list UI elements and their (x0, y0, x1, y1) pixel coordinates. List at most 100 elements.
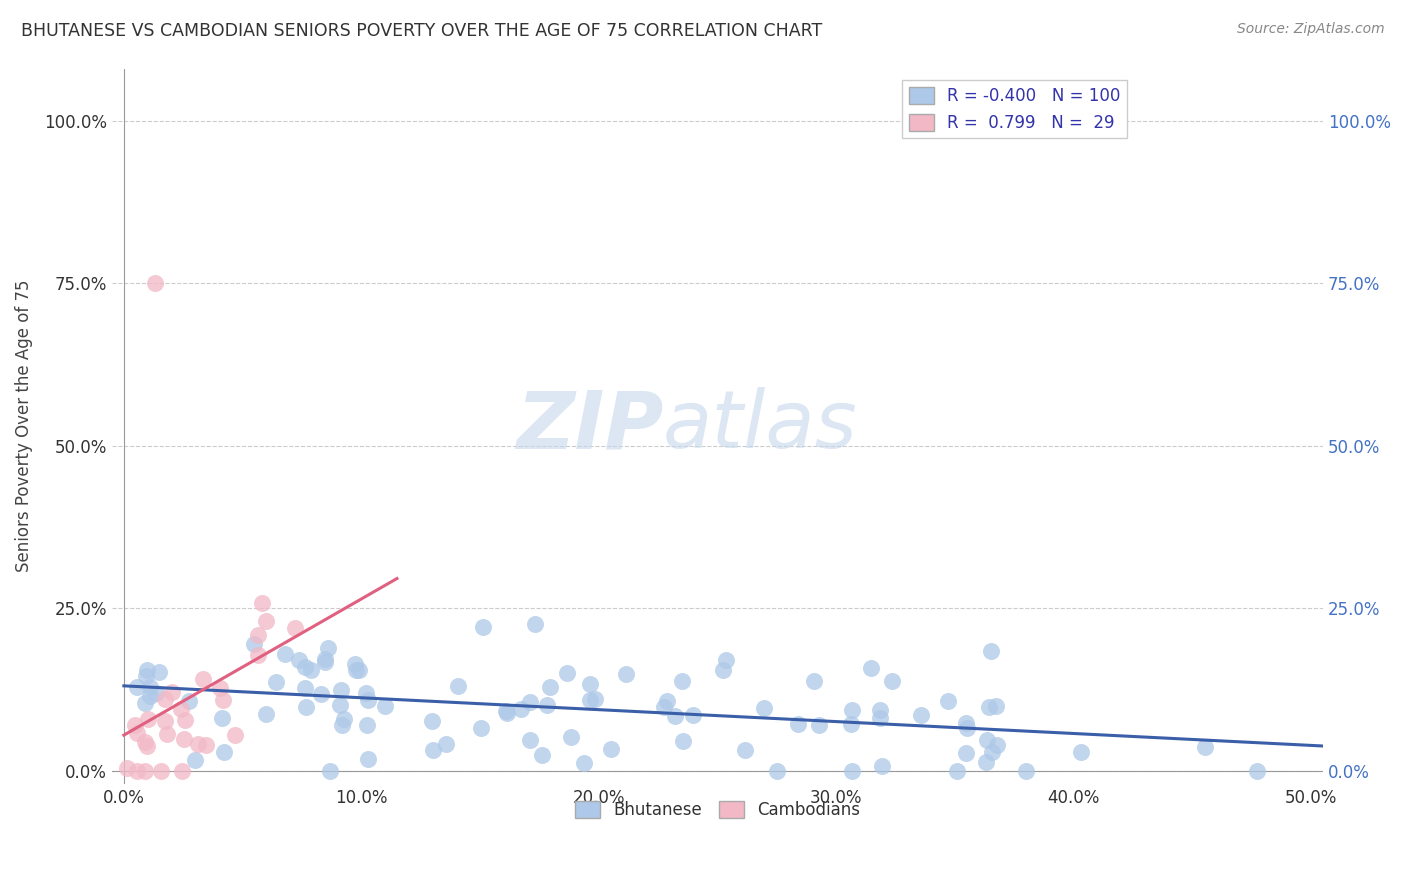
Point (936, 693, 959, 707)
Point (156, 727, 179, 741)
Point (314, 655, 336, 669)
Y-axis label: Seniors Poverty Over the Age of 75: Seniors Poverty Over the Age of 75 (15, 280, 32, 573)
Point (1246, 764, 1268, 778)
Point (422, 743, 444, 757)
Point (294, 660, 316, 674)
Point (134, 735, 156, 749)
Point (254, 707, 277, 722)
Point (1015, 764, 1038, 778)
Point (716, 653, 738, 667)
Point (357, 693, 380, 707)
Point (193, 672, 215, 686)
Point (125, 726, 148, 740)
Point (211, 711, 233, 725)
Point (124, 718, 146, 732)
Point (986, 698, 1008, 713)
Point (160, 685, 183, 699)
Point (872, 759, 894, 773)
Point (135, 669, 157, 683)
Point (538, 680, 561, 694)
Point (956, 721, 979, 735)
Point (980, 745, 1002, 759)
Point (1194, 740, 1216, 755)
Point (125, 764, 148, 778)
Point (600, 741, 623, 756)
Legend: Bhutanese, Cambodians: Bhutanese, Cambodians (568, 794, 866, 825)
Point (294, 681, 316, 696)
Point (841, 703, 863, 717)
Point (284, 621, 307, 635)
Point (330, 718, 353, 732)
Text: atlas: atlas (664, 387, 858, 465)
Point (578, 693, 600, 707)
Point (139, 681, 162, 695)
Point (682, 707, 704, 722)
Point (980, 643, 1002, 657)
Point (139, 689, 162, 703)
Point (869, 702, 891, 716)
Point (357, 752, 380, 766)
Point (153, 691, 176, 706)
Point (356, 718, 378, 732)
Point (979, 700, 1001, 714)
Point (143, 276, 166, 290)
Point (420, 714, 443, 728)
Point (250, 597, 273, 611)
Point (472, 620, 495, 634)
Point (150, 764, 173, 778)
Point (134, 764, 156, 778)
Point (583, 691, 606, 706)
Point (579, 677, 602, 691)
Point (536, 698, 558, 712)
Point (713, 663, 735, 677)
Point (174, 713, 197, 727)
Point (194, 738, 217, 752)
Point (246, 648, 269, 663)
Point (266, 675, 288, 690)
Point (786, 717, 808, 731)
Point (212, 693, 235, 707)
Text: ZIP: ZIP (516, 387, 664, 465)
Point (314, 652, 336, 666)
Text: Source: ZipAtlas.com: Source: ZipAtlas.com (1237, 22, 1385, 37)
Point (495, 706, 517, 720)
Point (187, 737, 209, 751)
Point (134, 696, 156, 710)
Point (136, 712, 159, 726)
Point (572, 756, 595, 771)
Point (344, 657, 367, 671)
Point (955, 716, 977, 731)
Point (347, 664, 370, 678)
Point (974, 756, 997, 770)
Point (299, 663, 322, 677)
Point (976, 732, 998, 747)
Point (354, 686, 377, 700)
Point (519, 695, 541, 709)
Point (910, 708, 932, 723)
Point (523, 616, 546, 631)
Point (765, 764, 787, 778)
Point (177, 694, 200, 708)
Point (986, 739, 1008, 753)
Point (555, 665, 578, 680)
Point (170, 702, 193, 716)
Point (1070, 745, 1092, 759)
Point (447, 679, 470, 693)
Point (734, 743, 756, 757)
Point (173, 732, 195, 747)
Point (212, 745, 235, 759)
Point (470, 722, 492, 736)
Point (859, 661, 882, 675)
Point (316, 640, 339, 655)
Point (136, 739, 159, 753)
Point (135, 663, 157, 677)
Point (519, 733, 541, 747)
Point (946, 764, 969, 778)
Point (246, 628, 269, 642)
Point (145, 686, 167, 700)
Point (752, 701, 775, 715)
Point (672, 734, 695, 748)
Point (841, 764, 863, 778)
Point (434, 738, 457, 752)
Point (344, 663, 367, 677)
